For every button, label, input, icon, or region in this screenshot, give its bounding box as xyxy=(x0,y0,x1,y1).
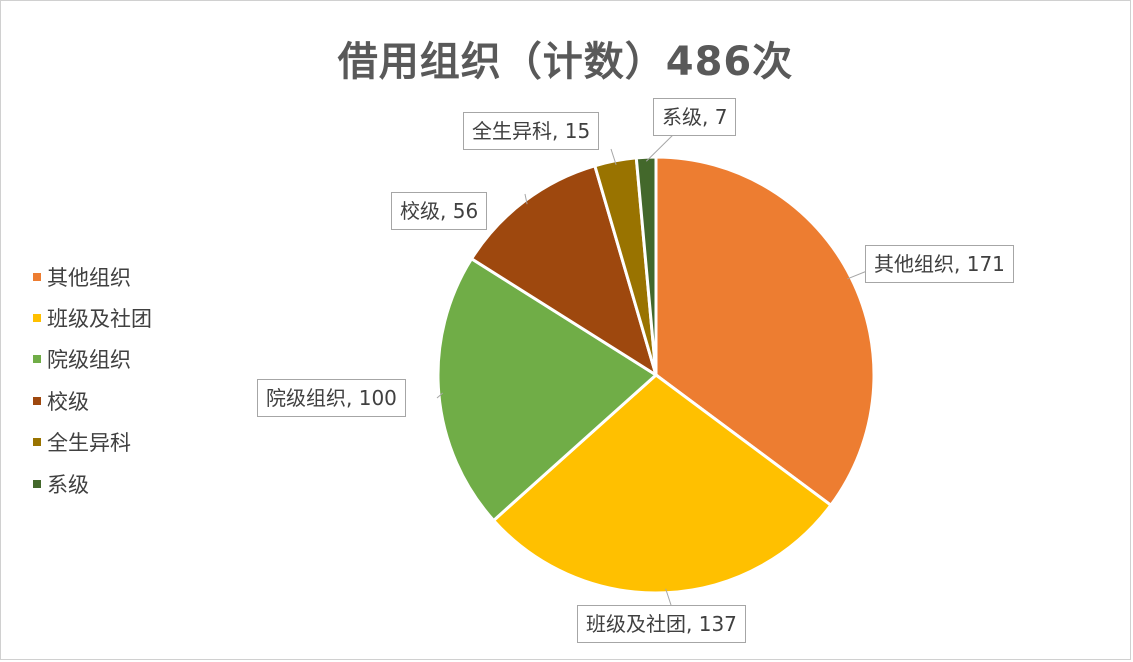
legend-item: 其他组织 xyxy=(33,256,152,297)
legend-item: 班级及社团 xyxy=(33,297,152,338)
legend-item: 系级 xyxy=(33,463,152,504)
callout-leader-line xyxy=(610,148,617,165)
callout-leader-line xyxy=(436,392,444,399)
callout-leader-line xyxy=(524,193,528,205)
legend-label: 院级组织 xyxy=(47,348,131,373)
data-label-callout: 系级, 7 xyxy=(653,98,737,136)
data-label-callout: 全生异科, 15 xyxy=(463,112,600,150)
legend-label: 其他组织 xyxy=(47,265,131,290)
legend-item: 全生异科 xyxy=(33,422,152,463)
legend-label: 校级 xyxy=(47,389,89,414)
legend-swatch xyxy=(33,479,41,488)
data-label-callout: 校级, 56 xyxy=(391,192,488,230)
legend-swatch xyxy=(33,314,41,323)
pie-slices xyxy=(436,155,876,595)
legend-item: 院级组织 xyxy=(33,339,152,380)
legend-label: 全生异科 xyxy=(47,431,131,456)
legend-swatch xyxy=(33,396,41,405)
legend-swatch xyxy=(33,272,41,281)
legend-swatch xyxy=(33,355,41,364)
legend-item: 校级 xyxy=(33,380,152,421)
chart-title: 借用组织（计数）486次 xyxy=(337,39,794,85)
data-label-callout: 其他组织, 171 xyxy=(865,245,1014,283)
data-label-callout: 班级及社团, 137 xyxy=(577,605,746,643)
callout-leader-line xyxy=(847,270,868,280)
legend-label: 系级 xyxy=(47,472,89,497)
pie-slice xyxy=(491,373,833,595)
legend: 其他组织 班级及社团 院级组织 校级 全生异科 系级 xyxy=(33,256,152,504)
callout-leader-line xyxy=(665,588,672,606)
legend-label: 班级及社团 xyxy=(47,307,152,332)
data-label-callout: 院级组织, 100 xyxy=(257,379,406,417)
legend-swatch xyxy=(33,438,41,447)
pie-slice xyxy=(634,155,658,376)
pie-slice xyxy=(436,256,659,523)
